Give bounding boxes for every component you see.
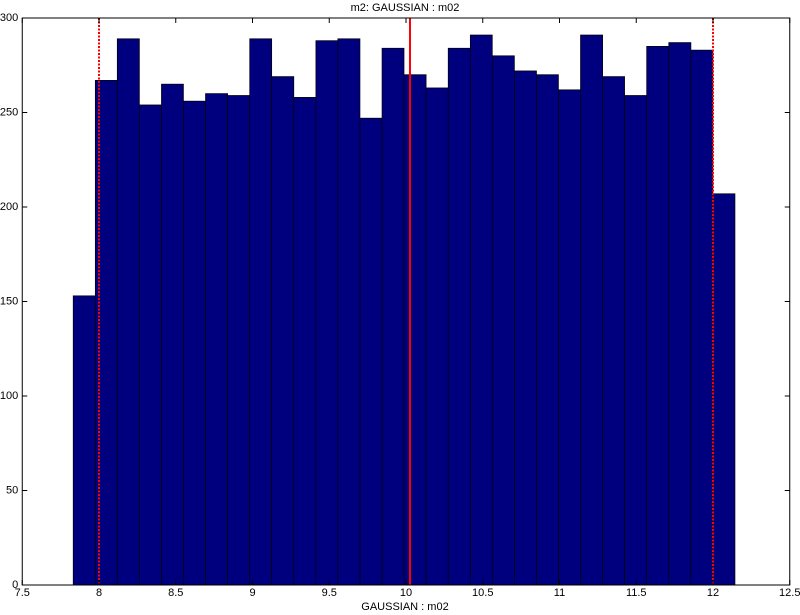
bar [249,38,273,586]
bar [668,42,692,586]
x-tick-label: 9.5 [322,587,337,599]
chart-title: m2: GAUSSIAN : m02 [351,2,460,14]
x-axis-label: GAUSSIAN : m02 [361,601,448,613]
x-tick-label: 12 [707,587,719,599]
bar [469,34,493,586]
bar [536,74,559,586]
bar [624,95,648,586]
bar [602,76,625,586]
bar [403,74,427,586]
bar [514,70,537,586]
bar [425,87,449,586]
bar [293,97,317,586]
bar [690,49,714,586]
bar [205,93,228,586]
bar [712,193,736,586]
x-tick-label: 11 [554,587,565,599]
x-tick-label: 9 [249,587,255,599]
y-tick-label: 300 [0,12,18,24]
bar [183,100,206,586]
x-tick-label: 8 [96,587,102,599]
bar [139,104,162,586]
x-tick-label: 11.5 [626,587,647,599]
y-tick-label: 50 [6,484,18,496]
bar [116,38,140,586]
bar [72,295,96,586]
bar [359,117,383,586]
y-tick-label: 250 [0,106,18,118]
bar [646,45,670,586]
bar [558,89,581,586]
x-tick-label: 7.5 [15,587,30,599]
y-tick-label: 100 [0,390,18,402]
bar [161,83,184,586]
bar [381,47,405,586]
bar [491,55,515,586]
x-tick-label: 10 [400,587,412,599]
y-tick-label: 200 [0,201,18,213]
bar [447,47,471,586]
bar [580,34,603,586]
bar [337,38,361,586]
bar [315,40,339,586]
y-tick-label: 0 [12,579,18,591]
bar [271,76,295,586]
x-tick-label: 10.5 [472,587,493,599]
bar [227,95,251,586]
x-tick-label: 8.5 [168,587,183,599]
y-tick-label: 150 [0,295,18,307]
x-tick-label: 12.5 [779,587,800,599]
